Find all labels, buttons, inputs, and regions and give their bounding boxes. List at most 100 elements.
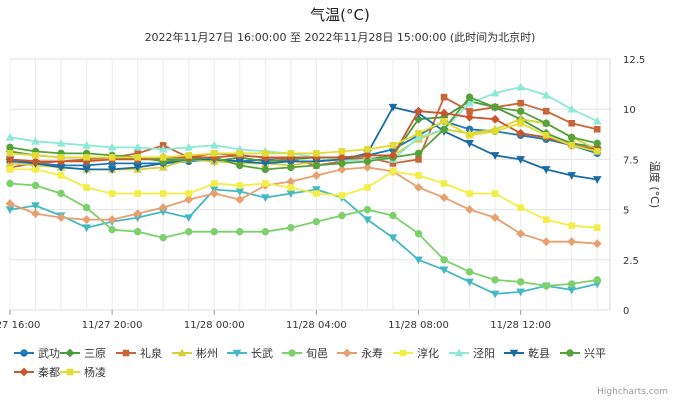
data-point: [133, 164, 142, 172]
series-12: [6, 117, 601, 161]
legend-item[interactable]: 泾阳: [449, 347, 495, 360]
data-point: [388, 103, 398, 112]
data-point: [568, 280, 576, 288]
data-point: [311, 171, 321, 180]
data-point: [517, 99, 524, 107]
data-point: [440, 125, 448, 133]
data-point: [440, 256, 448, 264]
data-point: [56, 138, 66, 147]
data-point: [592, 239, 602, 249]
data-point: [363, 216, 372, 225]
legend-marker: [20, 349, 28, 357]
data-point: [184, 142, 194, 151]
legend-label: 淳化: [417, 346, 439, 360]
legend-item[interactable]: 彬州: [172, 347, 218, 360]
data-point: [516, 82, 525, 91]
legend-item[interactable]: 杨凌: [60, 365, 106, 379]
legend-item[interactable]: 武功: [14, 347, 60, 360]
data-point: [542, 107, 550, 115]
y-tick-label: 5: [623, 206, 629, 217]
legend-marker: [232, 349, 242, 358]
data-point: [516, 107, 525, 115]
data-point: [516, 156, 525, 164]
data-point: [83, 184, 90, 191]
data-point: [236, 182, 244, 189]
data-point: [568, 119, 576, 127]
data-point: [5, 132, 15, 141]
data-point: [542, 216, 550, 223]
legend-item[interactable]: 秦都: [14, 365, 60, 379]
data-point: [516, 288, 525, 297]
legend-label: 杨凌: [84, 365, 106, 379]
data-point: [593, 148, 601, 155]
data-point: [261, 165, 270, 174]
legend-marker: [122, 349, 130, 357]
data-point: [57, 154, 65, 161]
series-line: [9, 106, 598, 181]
legend-label: 礼泉: [140, 346, 162, 360]
data-point: [108, 225, 116, 234]
data-point: [541, 166, 551, 174]
data-point: [236, 161, 244, 170]
data-point: [287, 223, 295, 232]
data-point: [312, 161, 321, 170]
data-point: [517, 119, 524, 127]
data-point: [107, 142, 117, 151]
data-point: [542, 132, 550, 139]
data-point: [287, 163, 295, 172]
series-line: [10, 168, 598, 229]
data-point: [82, 203, 91, 212]
data-point: [6, 150, 14, 157]
data-point: [82, 140, 91, 149]
data-point: [568, 222, 576, 229]
series-line: [9, 96, 598, 171]
data-point: [439, 108, 449, 118]
data-point: [158, 203, 168, 213]
data-point: [134, 154, 141, 161]
legend-item[interactable]: 旬邑: [282, 347, 328, 360]
legend-item[interactable]: 兴平: [560, 347, 606, 360]
legend-marker: [342, 348, 352, 358]
legend-label: 长武: [251, 347, 273, 360]
data-point: [159, 154, 167, 161]
data-point: [415, 156, 422, 163]
legend-item[interactable]: 礼泉: [116, 346, 162, 360]
data-point: [414, 114, 423, 124]
legend-item[interactable]: 永寿: [337, 346, 383, 360]
data-point: [363, 150, 372, 160]
data-point: [210, 180, 218, 187]
legend-item[interactable]: 三原: [60, 347, 106, 360]
data-point: [592, 116, 602, 125]
data-point: [465, 93, 474, 101]
plot-frame: [9, 58, 611, 311]
data-point: [541, 90, 551, 99]
data-point: [389, 142, 397, 149]
x-tick-label: 11/28 12:00: [490, 320, 551, 331]
data-point: [5, 154, 15, 164]
credits: Highcharts.com: [597, 387, 668, 397]
data-point: [491, 127, 499, 135]
data-point: [31, 136, 40, 145]
data-point: [414, 229, 423, 238]
y-tick-label: 10: [623, 105, 636, 116]
x-tick-label: 11/28 08:00: [388, 320, 449, 331]
legend-item[interactable]: 乾县: [504, 347, 550, 360]
data-point: [133, 227, 142, 236]
data-point: [490, 114, 500, 124]
series-7: [6, 166, 601, 231]
data-point: [516, 278, 525, 286]
legend-label: 三原: [84, 347, 106, 360]
legend-item[interactable]: 淳化: [393, 346, 439, 360]
legend-marker: [509, 349, 519, 358]
data-point: [415, 172, 422, 179]
data-point: [414, 256, 423, 265]
series-6: [5, 163, 602, 249]
plot-area: [5, 82, 602, 299]
y-axis-label: 温度 (°C): [648, 161, 662, 208]
legend-item[interactable]: 长武: [227, 347, 273, 360]
data-point: [364, 184, 371, 191]
data-point: [31, 202, 40, 210]
legend-marker: [399, 349, 407, 357]
data-point: [465, 278, 474, 287]
